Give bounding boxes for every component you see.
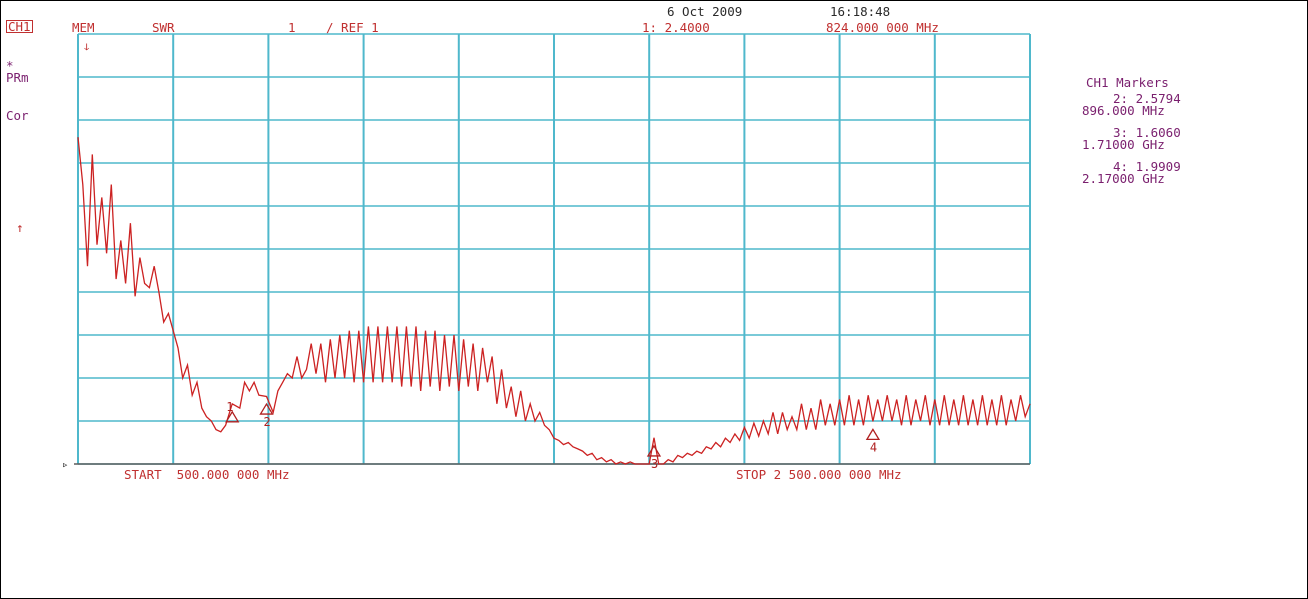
channel-label[interactable]: CH1 — [6, 19, 33, 34]
scale-label: 1 — [288, 20, 296, 35]
reference-position-icon: ▹ — [62, 458, 69, 471]
marker-4-frequency: 2.17000 GHz — [1082, 171, 1165, 186]
reference-arrow-icon: ↑ — [16, 220, 24, 235]
start-frequency-label: START 500.000 000 MHz — [124, 467, 290, 482]
date-label: 6 Oct 2009 — [667, 4, 743, 19]
chart-grid — [74, 33, 1031, 465]
active-marker-value: 1: 2.4000 — [642, 20, 710, 35]
marker-2-frequency: 896.000 MHz — [1082, 103, 1165, 118]
marker-2-value: 2: 2.5794 — [1113, 91, 1181, 106]
marker-3-label: 3 — [651, 457, 658, 471]
stop-frequency-label: STOP 2 500.000 000 MHz — [736, 467, 902, 482]
marker-1-triangle — [225, 410, 240, 423]
marker-4-triangle — [865, 428, 881, 441]
swr-trace — [77, 137, 1031, 465]
marker-1-label: 1 — [226, 400, 233, 414]
marker-2-label: 2 — [263, 415, 270, 429]
active-marker-frequency: 824.000 000 MHz — [826, 20, 939, 35]
time-label: 16:18:48 — [830, 4, 891, 19]
ref-label: / REF 1 — [326, 20, 379, 35]
mem-label: MEM — [72, 20, 95, 35]
marker-4-label: 4 — [870, 440, 877, 454]
chart-markers: 1 2 3 4 — [225, 400, 881, 471]
marker-3-value: 3: 1.6060 — [1113, 125, 1181, 140]
marker-3-triangle — [646, 444, 662, 457]
star-label: * — [6, 58, 14, 73]
marker-3-frequency: 1.71000 GHz — [1082, 137, 1165, 152]
markers-panel-title: CH1 Markers — [1086, 75, 1169, 90]
marker-4-value: 4: 1.9909 — [1113, 159, 1181, 174]
prm-label: PRm — [6, 70, 29, 85]
cor-label: Cor — [6, 108, 29, 123]
format-label: SWR — [152, 20, 175, 35]
marker-2-triangle — [259, 402, 274, 415]
small-marker-icon: ↆ — [84, 42, 90, 53]
